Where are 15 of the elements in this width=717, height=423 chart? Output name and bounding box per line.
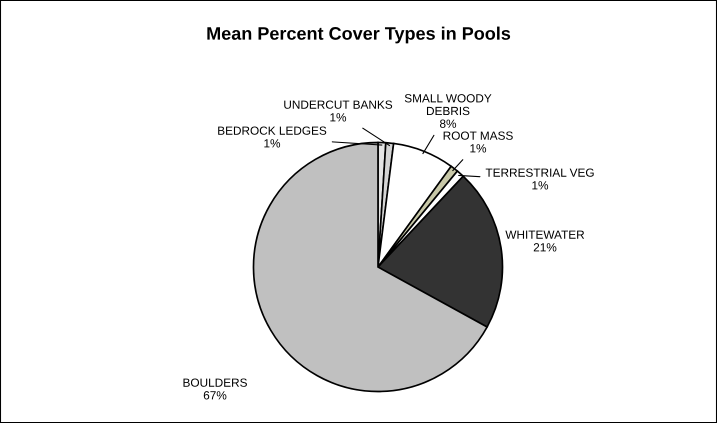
slice-label: UNDERCUT BANKS	[284, 100, 392, 109]
slice-label: WHITEWATER	[505, 230, 584, 239]
slice-label: BEDROCK LEDGES	[218, 126, 326, 135]
data-label: 1%	[330, 113, 346, 122]
chart-title: Mean Percent Cover Types in Pools	[207, 26, 510, 44]
slice-label: TERRESTRIAL VEG	[486, 168, 594, 177]
slice-label: SMALL WOODY DEBRIS	[404, 94, 492, 116]
data-label: 1%	[264, 139, 280, 148]
data-label: 8%	[440, 120, 456, 128]
data-label: 1%	[470, 144, 486, 152]
slice-label: ROOT MASS	[444, 131, 513, 140]
data-label: 21%	[534, 243, 556, 252]
data-label: 1%	[532, 181, 548, 190]
slice-label: BOULDERS	[183, 378, 247, 387]
data-label: 67%	[204, 391, 226, 400]
